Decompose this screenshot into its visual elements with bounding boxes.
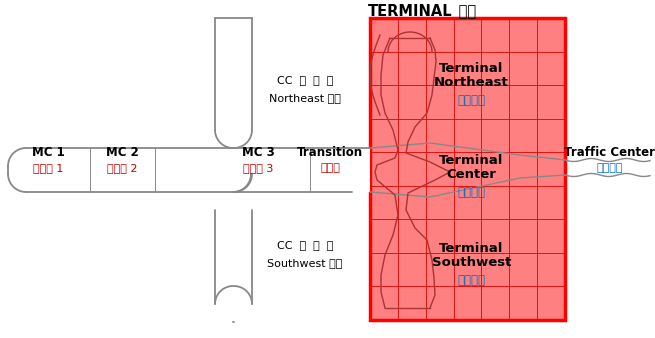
Text: Northeast 东北: Northeast 东北 xyxy=(269,93,341,103)
Bar xyxy=(215,192,252,322)
Text: 过度区: 过度区 xyxy=(320,163,340,173)
Text: Center: Center xyxy=(447,169,496,182)
Text: Traffic Center: Traffic Center xyxy=(565,145,655,159)
Text: Terminal: Terminal xyxy=(440,62,504,74)
Text: MC 2: MC 2 xyxy=(105,145,138,159)
Text: 交通中心: 交通中心 xyxy=(597,163,624,173)
Text: CC  次  指  庫: CC 次 指 庫 xyxy=(277,75,333,85)
Text: 东北大厅: 东北大厅 xyxy=(457,94,485,106)
Text: Northeast: Northeast xyxy=(434,76,509,90)
Text: 主指庫 2: 主指庫 2 xyxy=(107,163,138,173)
Text: 主指庫 3: 主指庫 3 xyxy=(243,163,273,173)
Text: 西南大厅: 西南大厅 xyxy=(457,273,485,287)
Text: MC 1: MC 1 xyxy=(31,145,64,159)
Text: CC  次  指  庫: CC 次 指 庫 xyxy=(277,240,333,250)
Text: TERMINAL: TERMINAL xyxy=(368,4,453,20)
Text: 主指庫 1: 主指庫 1 xyxy=(33,163,63,173)
Bar xyxy=(215,18,252,148)
Bar xyxy=(215,148,252,192)
Bar xyxy=(8,148,370,192)
Bar xyxy=(370,18,565,320)
Text: Terminal: Terminal xyxy=(440,241,504,255)
Text: 大厅: 大厅 xyxy=(455,4,477,20)
Text: Southwest 西南: Southwest 西南 xyxy=(267,258,343,268)
Text: 大厅中部: 大厅中部 xyxy=(457,186,485,198)
Text: MC 3: MC 3 xyxy=(242,145,274,159)
Text: Terminal: Terminal xyxy=(440,153,504,167)
Text: Southwest: Southwest xyxy=(432,257,511,269)
Text: Transition: Transition xyxy=(297,145,363,159)
Bar xyxy=(370,18,565,320)
